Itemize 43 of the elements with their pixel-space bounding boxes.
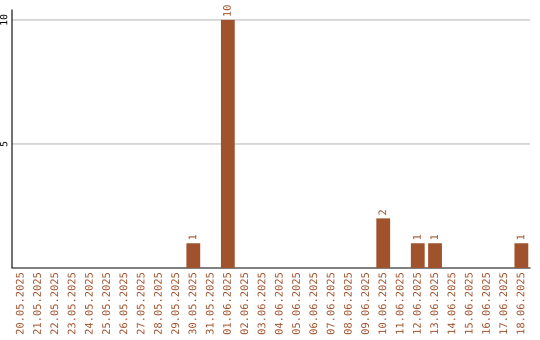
x-tick-label: 15.06.2025 — [464, 273, 473, 334]
x-tick-label: 28.05.2025 — [154, 273, 162, 334]
bar — [220, 20, 235, 268]
x-tick-label: 22.05.2025 — [50, 273, 58, 334]
x-tick-label: 01.06.2025 — [223, 273, 231, 334]
x-tick-label: 04.06.2025 — [274, 273, 283, 334]
x-tick-label: 07.06.2025 — [326, 273, 334, 334]
x-tick-label: 10.06.2025 — [378, 273, 386, 334]
x-tick-label: 05.06.2025 — [292, 273, 300, 334]
x-tick-label: 02.06.2025 — [240, 273, 248, 334]
bar — [186, 243, 200, 268]
data-label: 1 — [516, 234, 524, 240]
x-tick-label: 06.06.2025 — [309, 273, 318, 334]
x-tick-label: 14.06.2025 — [447, 273, 456, 334]
x-tick-label: 18.06.2025 — [516, 273, 524, 334]
x-tick-label: 21.05.2025 — [33, 273, 41, 334]
data-label: 1 — [430, 234, 438, 240]
data-label: 2 — [378, 210, 386, 215]
x-tick-label: 27.05.2025 — [136, 273, 145, 334]
y-tick-label: 5 — [0, 142, 8, 146]
bar — [376, 218, 390, 268]
x-tick-label: 20.05.2025 — [16, 273, 24, 334]
x-tick-label: 24.05.2025 — [84, 273, 93, 334]
bar — [514, 243, 528, 268]
x-tick-label: 08.06.2025 — [344, 273, 352, 334]
data-label: 10 — [223, 5, 231, 16]
x-tick-label: 29.05.2025 — [171, 273, 180, 334]
x-tick-label: 03.06.2025 — [258, 273, 266, 334]
x-tick-label: 30.05.2025 — [188, 273, 196, 334]
x-tick-label: 11.06.2025 — [396, 273, 404, 334]
bar — [428, 243, 442, 268]
x-tick-label: 16.06.2025 — [482, 273, 490, 334]
x-tick-label: 23.05.2025 — [68, 273, 76, 334]
data-label: 1 — [188, 234, 196, 240]
x-tick-label: 13.06.2025 — [430, 273, 438, 334]
x-tick-label: 25.05.2025 — [102, 273, 110, 334]
data-label: 1 — [413, 234, 421, 240]
x-tick-label: 09.06.2025 — [361, 273, 370, 334]
x-tick-label: 26.05.2025 — [119, 273, 128, 334]
x-tick-label: 12.06.2025 — [412, 273, 421, 334]
x-tick-label: 17.06.2025 — [499, 273, 508, 334]
bar — [410, 243, 425, 268]
x-tick-label: 31.05.2025 — [206, 273, 214, 334]
